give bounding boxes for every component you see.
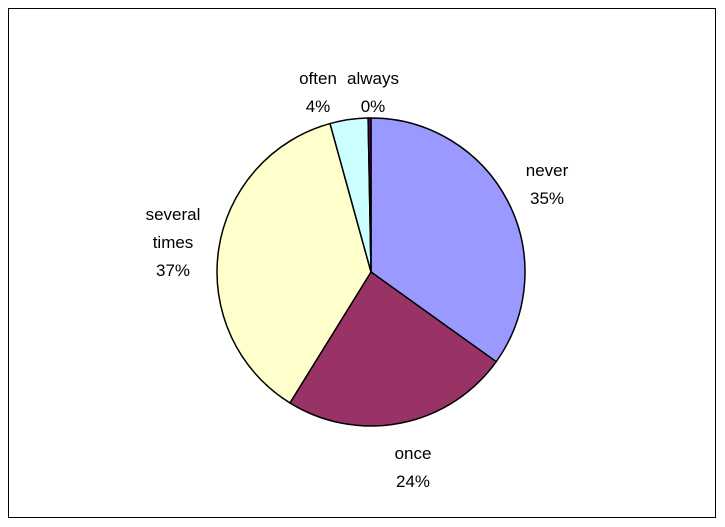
pie-slice-once [289,271,497,427]
slice-label-often: often 4% [299,69,337,116]
pie-slice-several-times [216,122,372,404]
pie-slice-always [367,117,372,273]
slice-label-once: once 24% [395,444,432,491]
slice-label-always: always 0% [347,69,399,116]
slice-label-never: never 35% [526,161,569,208]
slice-label-several-times: several times 37% [146,205,201,280]
pie-slice-never [370,117,526,363]
